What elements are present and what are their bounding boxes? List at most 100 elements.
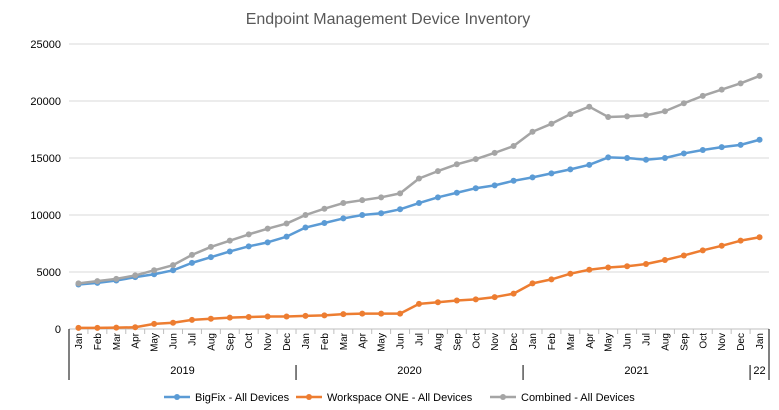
data-point (416, 300, 422, 307)
x-tick-label: Jun (396, 333, 407, 349)
x-tick-label: Oct (698, 333, 709, 349)
x-tick-label: Mar (339, 332, 350, 350)
x-tick-label: Jan (74, 333, 85, 349)
data-point (359, 212, 366, 218)
x-tick-label: Feb (93, 333, 104, 351)
data-point (661, 155, 668, 161)
x-tick-label: Nov (717, 333, 728, 351)
data-point (491, 182, 498, 189)
x-tick-label: Oct (244, 333, 255, 349)
data-point (567, 270, 574, 277)
data-point (340, 311, 347, 318)
data-point (283, 220, 290, 227)
data-point (302, 312, 309, 319)
data-point (680, 150, 687, 157)
data-point (113, 275, 120, 282)
data-point (624, 155, 631, 161)
data-point (207, 254, 214, 261)
data-point (321, 312, 328, 319)
y-tick-label: 15000 (30, 153, 61, 165)
data-point (567, 111, 574, 118)
data-point (132, 324, 139, 331)
data-point (264, 225, 271, 232)
data-point (586, 266, 593, 273)
data-point (283, 233, 290, 240)
x-tick-label: Jan (528, 333, 539, 349)
data-point (643, 156, 650, 163)
data-point (453, 189, 460, 196)
data-point (302, 224, 309, 231)
data-point (397, 310, 404, 317)
data-point (188, 251, 195, 258)
data-point (434, 194, 441, 201)
data-point (699, 147, 706, 154)
x-tick-label: Sep (225, 333, 236, 351)
data-point (378, 194, 385, 201)
data-point (510, 290, 517, 297)
data-point (245, 314, 252, 321)
year-label: 22 (753, 365, 765, 377)
year-label: 2019 (170, 365, 194, 377)
data-point (207, 315, 214, 322)
x-tick-label: Jul (415, 333, 426, 346)
y-tick-label: 20000 (30, 96, 61, 108)
data-point (756, 72, 763, 79)
data-point (188, 316, 195, 323)
x-tick-label: Dec (282, 333, 293, 351)
x-tick-label: Apr (358, 332, 369, 348)
data-point (132, 272, 139, 279)
data-point (737, 141, 744, 148)
x-tick-label: Aug (206, 333, 217, 351)
data-point (340, 215, 347, 222)
data-point (529, 128, 536, 135)
data-point (321, 219, 328, 226)
x-tick-label: May (377, 333, 388, 352)
legend-marker (500, 394, 506, 400)
data-point (661, 108, 668, 115)
data-point (75, 324, 82, 331)
data-point (378, 210, 385, 217)
data-point (188, 259, 195, 266)
data-point (680, 100, 687, 107)
data-point (113, 324, 120, 331)
data-point (643, 261, 650, 268)
data-point (661, 257, 668, 264)
data-point (472, 296, 479, 303)
legend-entry: BigFix - All Devices (195, 392, 290, 404)
x-tick-label: Oct (471, 333, 482, 349)
data-point (151, 320, 158, 327)
data-point (718, 144, 725, 151)
data-point (416, 200, 422, 207)
data-point (605, 113, 612, 120)
data-point (756, 234, 763, 241)
data-point (529, 280, 536, 287)
data-point (94, 324, 101, 331)
data-point (737, 80, 744, 87)
data-point (605, 154, 612, 161)
legend-marker (306, 394, 312, 400)
x-tick-label: Jul (642, 333, 653, 346)
data-point (151, 267, 158, 274)
data-point (378, 310, 385, 317)
data-point (643, 112, 650, 119)
data-point (359, 197, 366, 204)
year-label: 2020 (397, 365, 421, 377)
data-point (567, 166, 574, 173)
data-point (453, 161, 460, 168)
x-tick-label: Aug (433, 333, 444, 351)
x-tick-label: Sep (452, 333, 463, 351)
x-tick-label: Feb (547, 333, 558, 351)
data-point (416, 175, 422, 182)
y-tick-label: 5000 (37, 267, 61, 279)
data-point (586, 161, 593, 168)
data-point (264, 313, 271, 320)
data-point (491, 294, 498, 301)
series-line (77, 235, 761, 330)
data-point (737, 237, 744, 244)
data-point (510, 177, 517, 184)
data-point (453, 297, 460, 304)
data-point (245, 243, 252, 250)
data-point (340, 200, 347, 207)
data-point (699, 92, 706, 99)
data-point (302, 212, 309, 218)
